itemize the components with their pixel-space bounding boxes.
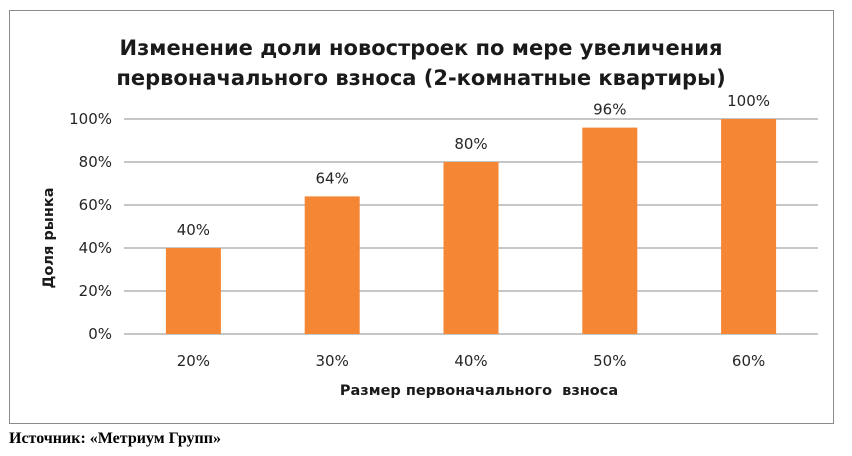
y-axis-title: Доля рынка [41, 188, 57, 289]
data-label: 100% [727, 92, 770, 110]
data-labels: 40% 64% 80% 96% 100% [177, 92, 770, 239]
bar [443, 162, 499, 334]
bars [165, 119, 777, 334]
y-axis-ticks: 0% 20% 40% 60% 80% 100% [69, 110, 112, 343]
bar [304, 196, 360, 334]
chart-title-line-1: Изменение доли новостроек по мере увелич… [120, 36, 723, 60]
x-tick-label: 30% [316, 352, 349, 370]
y-tick-label: 100% [69, 110, 112, 128]
x-tick-label: 60% [732, 352, 765, 370]
y-tick-label: 0% [88, 325, 112, 343]
y-tick-label: 80% [79, 153, 112, 171]
x-axis-title: Размер первоначального взноса [340, 383, 618, 399]
bar [721, 119, 777, 334]
bar-chart: Изменение доли новостроек по мере увелич… [41, 36, 818, 399]
x-tick-label: 40% [454, 352, 487, 370]
source-note: Источник: «Метриум Групп» [9, 430, 221, 447]
data-label: 40% [177, 221, 210, 239]
y-tick-label: 40% [79, 239, 112, 257]
chart-container: Изменение доли новостроек по мере увелич… [9, 10, 834, 424]
chart-title-line-2: первоначального взноса (2-комнатные квар… [116, 66, 725, 90]
bar [582, 127, 638, 334]
data-label: 96% [593, 101, 626, 119]
bar [165, 248, 221, 334]
data-label: 64% [316, 169, 349, 187]
y-tick-label: 20% [79, 282, 112, 300]
data-label: 80% [454, 135, 487, 153]
x-axis-ticks: 20% 30% 40% 50% 60% [177, 352, 766, 370]
x-tick-label: 50% [593, 352, 626, 370]
x-tick-label: 20% [177, 352, 210, 370]
chart-title: Изменение доли новостроек по мере увелич… [116, 36, 725, 90]
y-tick-label: 60% [79, 196, 112, 214]
